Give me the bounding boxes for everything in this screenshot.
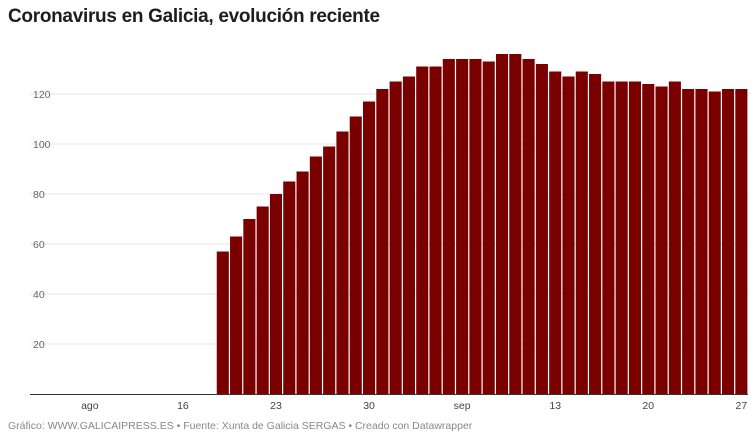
y-tick-label: 20 bbox=[33, 339, 45, 351]
bar bbox=[722, 89, 735, 394]
bar bbox=[615, 81, 628, 394]
bar bbox=[456, 59, 469, 394]
chart-title: Coronavirus en Galicia, evolución recien… bbox=[8, 6, 380, 27]
bar bbox=[682, 89, 695, 394]
x-tick-label: ago bbox=[81, 400, 99, 412]
bar bbox=[735, 89, 748, 394]
bar bbox=[323, 146, 336, 394]
x-tick-label: 27 bbox=[736, 400, 748, 412]
bar bbox=[535, 64, 548, 394]
bar bbox=[442, 59, 455, 394]
bar bbox=[482, 61, 495, 394]
x-tick-label: 23 bbox=[270, 400, 282, 412]
bar bbox=[655, 86, 668, 394]
bar bbox=[495, 54, 509, 394]
bar bbox=[589, 74, 602, 394]
bar bbox=[469, 59, 482, 394]
bar bbox=[628, 81, 642, 394]
x-tick-label: 13 bbox=[549, 400, 561, 412]
bar bbox=[549, 71, 562, 394]
bar bbox=[509, 54, 522, 394]
bar bbox=[402, 76, 415, 394]
bar bbox=[668, 81, 681, 394]
y-tick-label: 60 bbox=[33, 239, 45, 251]
bar bbox=[562, 76, 575, 394]
bar bbox=[363, 101, 376, 394]
bar bbox=[429, 66, 442, 394]
bar bbox=[230, 236, 243, 394]
bar bbox=[642, 84, 655, 394]
bar bbox=[309, 156, 322, 394]
y-tick-label: 80 bbox=[33, 189, 45, 201]
x-tick-label: 20 bbox=[642, 400, 654, 412]
y-tick-label: 100 bbox=[33, 139, 51, 151]
bar bbox=[349, 116, 362, 394]
x-tick-label: 30 bbox=[363, 400, 375, 412]
bar bbox=[216, 251, 229, 394]
bar bbox=[602, 81, 615, 394]
x-tick-label: 16 bbox=[177, 400, 189, 412]
bar bbox=[708, 91, 721, 394]
bar bbox=[522, 59, 535, 394]
x-tick-label: sep bbox=[454, 400, 471, 412]
bar bbox=[283, 181, 296, 394]
bar bbox=[695, 89, 708, 394]
bar bbox=[243, 219, 256, 394]
chart-footer: Gráfico: WWW.GALICAIPRESS.ES • Fuente: X… bbox=[8, 420, 473, 432]
bar bbox=[575, 71, 588, 394]
bar bbox=[376, 89, 389, 394]
bar bbox=[336, 131, 349, 394]
bar bbox=[416, 66, 429, 394]
bar bbox=[389, 81, 402, 394]
bar bbox=[269, 194, 283, 394]
bar bbox=[256, 206, 269, 394]
bar bbox=[296, 171, 309, 394]
y-tick-label: 40 bbox=[33, 289, 45, 301]
y-tick-label: 120 bbox=[33, 89, 51, 101]
